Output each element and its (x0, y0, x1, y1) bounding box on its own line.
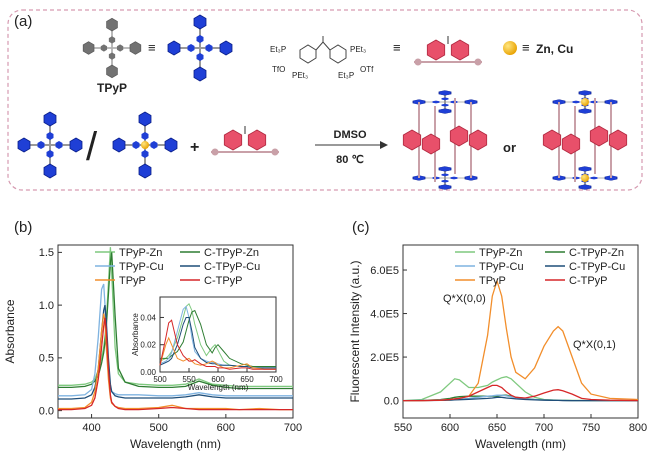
linker-model (211, 126, 279, 156)
x-axis-label: Wavelength (nm) (188, 383, 249, 392)
metal-cage-model (543, 90, 626, 189)
x-tick-label: 550 (182, 375, 196, 384)
x-tick-label: 700 (284, 422, 302, 434)
y-tick-label: 0.04 (140, 313, 156, 322)
tpyp-model (18, 112, 82, 178)
x-tick-label: 500 (150, 422, 168, 434)
legend-label: TPyP (119, 275, 146, 287)
legend-label: C-TPyP-Cu (569, 261, 625, 273)
legend-label: TPyP-Cu (119, 261, 164, 273)
legend-label: C-TPyP-Zn (569, 247, 624, 259)
x-tick-label: 800 (629, 422, 647, 434)
equiv: ≡ (393, 40, 401, 55)
legend-label: C-TPyP (569, 275, 608, 287)
metal-tpyp-model (113, 112, 177, 178)
chem-label: Et₃P (338, 71, 354, 80)
data-line (403, 384, 639, 402)
annotation: Q*X(0,0) (443, 293, 486, 305)
x-tick-label: 400 (82, 422, 100, 434)
x-tick-label: 600 (217, 422, 235, 434)
scheme-frame (7, 9, 643, 191)
metal-label: Zn, Cu (536, 42, 573, 56)
x-tick-label: 550 (394, 422, 412, 434)
linker-model (414, 36, 482, 66)
condition: DMSO (334, 129, 367, 141)
legend-label: TPyP-Cu (479, 261, 524, 273)
x-tick-label: 750 (582, 422, 600, 434)
legend-label: C-TPyP (204, 275, 243, 287)
x-tick-label: 700 (269, 375, 283, 384)
plot-frame (402, 244, 639, 419)
y-tick-label: 6.0E5 (370, 265, 399, 277)
cage-model (403, 90, 486, 189)
data-line (58, 317, 293, 411)
x-tick-label: 500 (153, 375, 167, 384)
annotation: Q*X(0,1) (573, 339, 616, 351)
chem-label: Et₃P (270, 45, 286, 54)
y-tick-label: 1.0 (39, 300, 54, 312)
y-tick-label: 0.5 (39, 353, 54, 365)
arrowhead (380, 141, 388, 149)
slash: / (86, 125, 98, 169)
data-line (159, 319, 276, 370)
metal-sphere (503, 41, 517, 55)
legend-label: TPyP-Zn (479, 247, 522, 259)
y-tick-label: 0.02 (140, 341, 156, 350)
tpyp-model (168, 15, 232, 81)
panel-label: (a) (14, 13, 32, 30)
chem-label: TfO (272, 65, 285, 74)
legend-label: TPyP-Zn (119, 247, 162, 259)
linker-structure: Et₃P PEt₃ TfO PEt₃ Et₃P OTf (270, 36, 374, 80)
x-tick-label: 600 (441, 422, 459, 434)
chem-label: OTf (360, 65, 374, 74)
x-tick-label: 650 (240, 375, 254, 384)
legend-label: TPyP (479, 275, 506, 287)
data-line (58, 247, 293, 388)
x-tick-label: 600 (211, 375, 225, 384)
y-tick-label: 4.0E5 (370, 308, 399, 320)
x-tick-label: 700 (535, 422, 553, 434)
scheme-panel: (a) TPyP ≡ Et₃P PEt₃ TfO PEt₃ Et₃P OTf ≡… (7, 9, 643, 191)
plus: + (190, 139, 199, 156)
y-tick-label: 1.5 (39, 247, 54, 259)
equiv: ≡ (148, 40, 156, 55)
y-axis-label: Absorbance (3, 299, 17, 363)
plot-frame (159, 296, 277, 373)
chem-label: PEt₃ (292, 71, 308, 80)
y-tick-label: 0.0 (39, 405, 54, 417)
chem-label: PEt₃ (350, 45, 366, 54)
y-axis-label: Fluorescent Intensity (a.u.) (348, 260, 362, 402)
legend-label: C-TPyP-Cu (204, 261, 260, 273)
data-line (403, 396, 638, 402)
x-axis-label: Wavelength (nm) (130, 437, 221, 451)
y-axis-label: Absorbance (131, 313, 140, 356)
x-axis-label: Wavelength (nm) (475, 437, 566, 451)
condition: 80 ℃ (336, 154, 364, 166)
tpyp-label: TPyP (97, 81, 127, 95)
x-tick-label: 650 (488, 422, 506, 434)
equiv: ≡ (522, 40, 530, 55)
data-line (159, 336, 276, 370)
legend-label: C-TPyP-Zn (204, 247, 259, 259)
or: or (503, 140, 516, 155)
y-tick-label: 0.00 (140, 368, 156, 377)
y-tick-label: 2.0E5 (370, 352, 399, 364)
panel-label: (b) (14, 219, 32, 236)
tpyp-structure (83, 18, 141, 77)
data-line (58, 283, 293, 397)
panel-label: (c) (352, 219, 370, 236)
y-tick-label: 0.0 (384, 395, 399, 407)
